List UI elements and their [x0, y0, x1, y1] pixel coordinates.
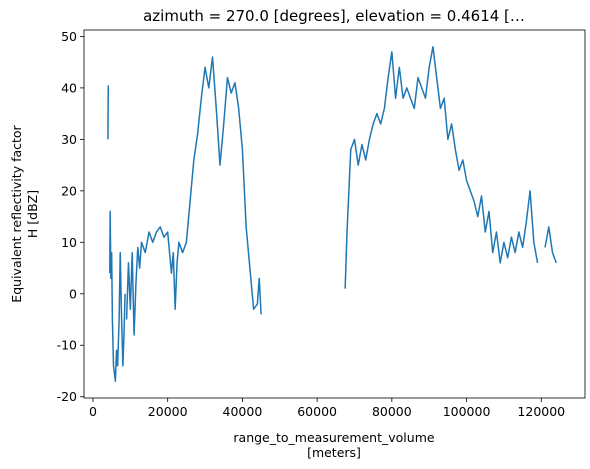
- y-tick-label: -20: [57, 389, 77, 404]
- x-tick-label: 20000: [148, 404, 188, 419]
- y-tick-label: 20: [61, 183, 77, 198]
- data-line: [107, 45, 557, 383]
- y-tick-label: -10: [57, 338, 77, 353]
- x-axis-label: [meters]: [307, 445, 361, 460]
- x-tick-label: 80000: [372, 404, 412, 419]
- plot-frame: [83, 29, 586, 399]
- y-tick-label: 10: [61, 235, 77, 250]
- x-axis-label: range_to_measurement_volume: [233, 430, 434, 445]
- y-tick-label: 0: [69, 286, 77, 301]
- x-tick-label: 0: [89, 404, 97, 419]
- x-tick-label: 60000: [297, 404, 337, 419]
- x-tick-label: 120000: [517, 404, 565, 419]
- y-axis-label: Equivalent reflectivity factor: [9, 124, 24, 302]
- y-tick-label: 50: [61, 29, 77, 44]
- x-tick-label: 100000: [443, 404, 491, 419]
- chart-title: azimuth = 270.0 [degrees], elevation = 0…: [143, 7, 525, 25]
- y-tick-label: 40: [61, 80, 77, 95]
- y-axis-label: H [dBZ]: [25, 190, 40, 238]
- x-tick-label: 40000: [223, 404, 263, 419]
- y-tick-label: 30: [61, 132, 77, 147]
